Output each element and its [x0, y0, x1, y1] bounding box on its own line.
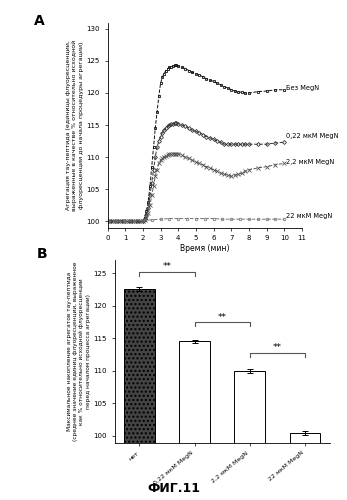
Text: ФИГ.11: ФИГ.11	[147, 482, 200, 495]
Y-axis label: Максимальное накопление агрегатов тау-пептида
(среднее значение единиц флуоресце: Максимальное накопление агрегатов тау-пе…	[67, 262, 91, 441]
Text: **: **	[162, 262, 171, 272]
Text: 0,22 мкМ MegN: 0,22 мкМ MegN	[286, 133, 338, 139]
Bar	[179, 342, 210, 500]
Text: **: **	[218, 312, 227, 322]
Bar	[289, 432, 320, 500]
Text: Без MegN: Без MegN	[286, 85, 319, 91]
Bar	[235, 371, 265, 500]
Text: A: A	[34, 14, 44, 28]
Text: 22 мкМ MegN: 22 мкМ MegN	[286, 213, 332, 219]
Text: **: **	[273, 343, 282, 352]
X-axis label: Время (мин): Время (мин)	[180, 244, 229, 253]
Text: 2,2 мкМ MegN: 2,2 мкМ MegN	[286, 159, 334, 165]
Text: B: B	[37, 247, 48, 261]
Y-axis label: Агрегация тау-пептида (единицы флуоресценции,
выраженные в качестве % относитель: Агрегация тау-пептида (единицы флуоресце…	[66, 40, 84, 210]
Bar	[124, 290, 155, 500]
